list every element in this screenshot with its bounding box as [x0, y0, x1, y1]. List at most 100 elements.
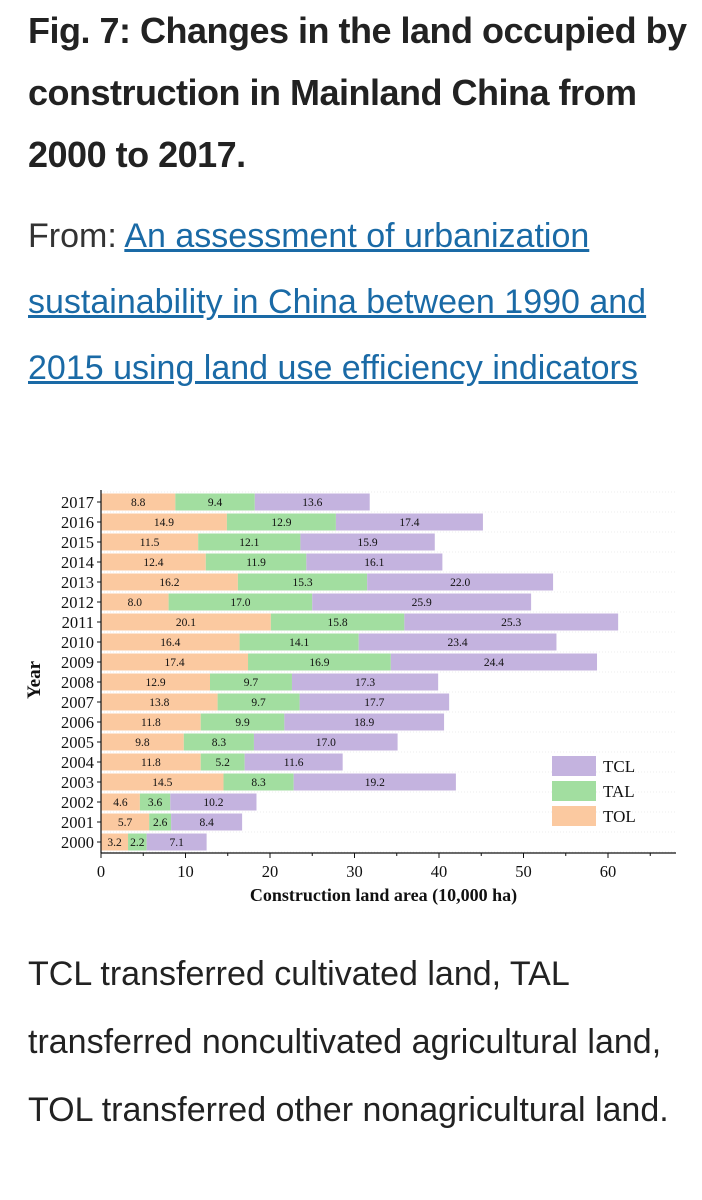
bar-tcl-2005 [253, 733, 398, 751]
bar-tcl-2007 [299, 693, 450, 711]
y-tick-label-2003: 2003 [61, 773, 94, 792]
bar-tcl-2014 [306, 553, 443, 571]
source-line: From: An assessment of urbanization sust… [28, 203, 678, 401]
bar-tal-2005 [183, 733, 254, 751]
bar-tal-2011 [270, 613, 405, 631]
figure-caption: TCL transferred cultivated land, TAL tra… [28, 955, 669, 1129]
y-tick-label-2007: 2007 [61, 693, 94, 712]
data-label-tcl-2005: 17.0 [316, 737, 336, 749]
bar-tol-2007 [101, 693, 218, 711]
x-tick-label-30: 30 [346, 862, 363, 881]
data-label-tol-2017: 8.8 [131, 497, 146, 509]
data-label-tcl-2014: 16.1 [364, 557, 384, 569]
bar-tal-2009 [248, 653, 391, 671]
data-label-tcl-2011: 25.3 [501, 617, 521, 629]
x-axis-label: Construction land area (10,000 ha) [250, 885, 517, 906]
bar-tol-2012 [101, 593, 169, 611]
legend-swatch-tcl [552, 756, 596, 776]
data-label-tal-2012: 17.0 [230, 597, 250, 609]
y-tick-label-2005: 2005 [61, 733, 94, 752]
bar-tal-2004 [200, 753, 245, 771]
bar-tcl-2000 [146, 833, 207, 851]
data-label-tal-2014: 11.9 [246, 557, 266, 569]
y-tick-label-2014: 2014 [61, 553, 94, 572]
bar-tol-2001 [101, 813, 150, 831]
data-label-tal-2009: 16.9 [309, 657, 329, 669]
data-label-tcl-2002: 10.2 [203, 797, 223, 809]
x-tick-label-60: 60 [600, 862, 617, 881]
bar-tcl-2015 [300, 533, 435, 551]
data-label-tal-2011: 15.8 [328, 617, 348, 629]
data-label-tcl-2003: 19.2 [365, 777, 385, 789]
bar-tcl-2008 [291, 673, 439, 691]
bar-tol-2014 [101, 553, 206, 571]
figure-title: Fig. 7: Changes in the land occupied by … [28, 10, 687, 175]
data-label-tcl-2004: 11.6 [284, 757, 304, 769]
data-label-tal-2007: 9.7 [251, 697, 266, 709]
bar-tol-2015 [101, 533, 199, 551]
bar-tcl-2009 [390, 653, 598, 671]
data-label-tol-2012: 8.0 [128, 597, 143, 609]
data-label-tol-2007: 13.8 [149, 697, 169, 709]
bar-tal-2012 [168, 593, 313, 611]
bar-tcl-2001 [171, 813, 243, 831]
bar-tcl-2017 [254, 493, 370, 511]
bar-tal-2006 [200, 713, 285, 731]
bar-tal-2010 [239, 633, 359, 651]
y-tick-label-2008: 2008 [61, 673, 94, 692]
chart-container: 3.2 2.2 7.1 2000 5.7 2.6 8.4 2001 4.6 3.6 10.2 2002… [0, 480, 702, 920]
bar-tol-2006 [101, 713, 201, 731]
y-tick-label-2001: 2001 [61, 813, 94, 832]
y-tick-label-2009: 2009 [61, 653, 94, 672]
x-tick-label-40: 40 [431, 862, 448, 881]
bar-tol-2013 [101, 573, 238, 591]
data-label-tcl-2007: 17.7 [364, 697, 384, 709]
legend-label-tcl: TCL [603, 757, 635, 776]
bar-tol-2009 [101, 653, 249, 671]
bar-tal-2017 [175, 493, 255, 511]
data-label-tal-2000: 2.2 [130, 837, 145, 849]
data-label-tcl-2016: 17.4 [399, 517, 419, 529]
data-label-tal-2017: 9.4 [208, 497, 223, 509]
data-label-tal-2002: 3.6 [148, 797, 163, 809]
source-article-link[interactable]: An assessment of urbanization sustainabi… [28, 217, 647, 387]
y-tick-label-2002: 2002 [61, 793, 94, 812]
data-label-tol-2009: 17.4 [164, 657, 184, 669]
legend-swatch-tol [552, 806, 596, 826]
y-tick-label-2006: 2006 [61, 713, 94, 732]
data-label-tol-2010: 16.4 [160, 637, 180, 649]
bar-tcl-2010 [358, 633, 557, 651]
data-label-tcl-2010: 23.4 [448, 637, 468, 649]
bar-tcl-2011 [404, 613, 619, 631]
y-tick-label-2012: 2012 [61, 593, 94, 612]
bar-tol-2005 [101, 733, 184, 751]
data-label-tal-2006: 9.9 [235, 717, 250, 729]
bar-tol-2008 [101, 673, 211, 691]
data-label-tcl-2012: 25.9 [412, 597, 432, 609]
data-label-tcl-2013: 22.0 [450, 577, 470, 589]
legend-label-tal: TAL [603, 782, 635, 801]
bar-tol-2002 [101, 793, 140, 811]
bar-tal-2001 [149, 813, 172, 831]
y-tick-label-2017: 2017 [61, 493, 94, 512]
data-label-tol-2015: 11.5 [140, 537, 160, 549]
data-label-tal-2001: 2.6 [153, 817, 168, 829]
bar-tol-2016 [101, 513, 227, 531]
data-label-tcl-2009: 24.4 [484, 657, 504, 669]
data-label-tol-2014: 12.4 [143, 557, 163, 569]
x-tick-label-50: 50 [515, 862, 532, 881]
data-label-tcl-2017: 13.6 [302, 497, 322, 509]
legend-swatch-tal [552, 781, 596, 801]
data-label-tol-2005: 9.8 [135, 737, 150, 749]
y-tick-label-2000: 2000 [61, 833, 94, 852]
data-label-tol-2011: 20.1 [176, 617, 196, 629]
bar-tcl-2004 [244, 753, 343, 771]
y-tick-label-2016: 2016 [61, 513, 94, 532]
x-tick-label-10: 10 [177, 862, 194, 881]
bar-tcl-2016 [335, 513, 483, 531]
data-label-tol-2000: 3.2 [107, 837, 122, 849]
bar-tal-2003 [223, 773, 294, 791]
data-label-tal-2016: 12.9 [271, 517, 291, 529]
bar-tol-2003 [101, 773, 224, 791]
bar-tal-2008 [210, 673, 292, 691]
